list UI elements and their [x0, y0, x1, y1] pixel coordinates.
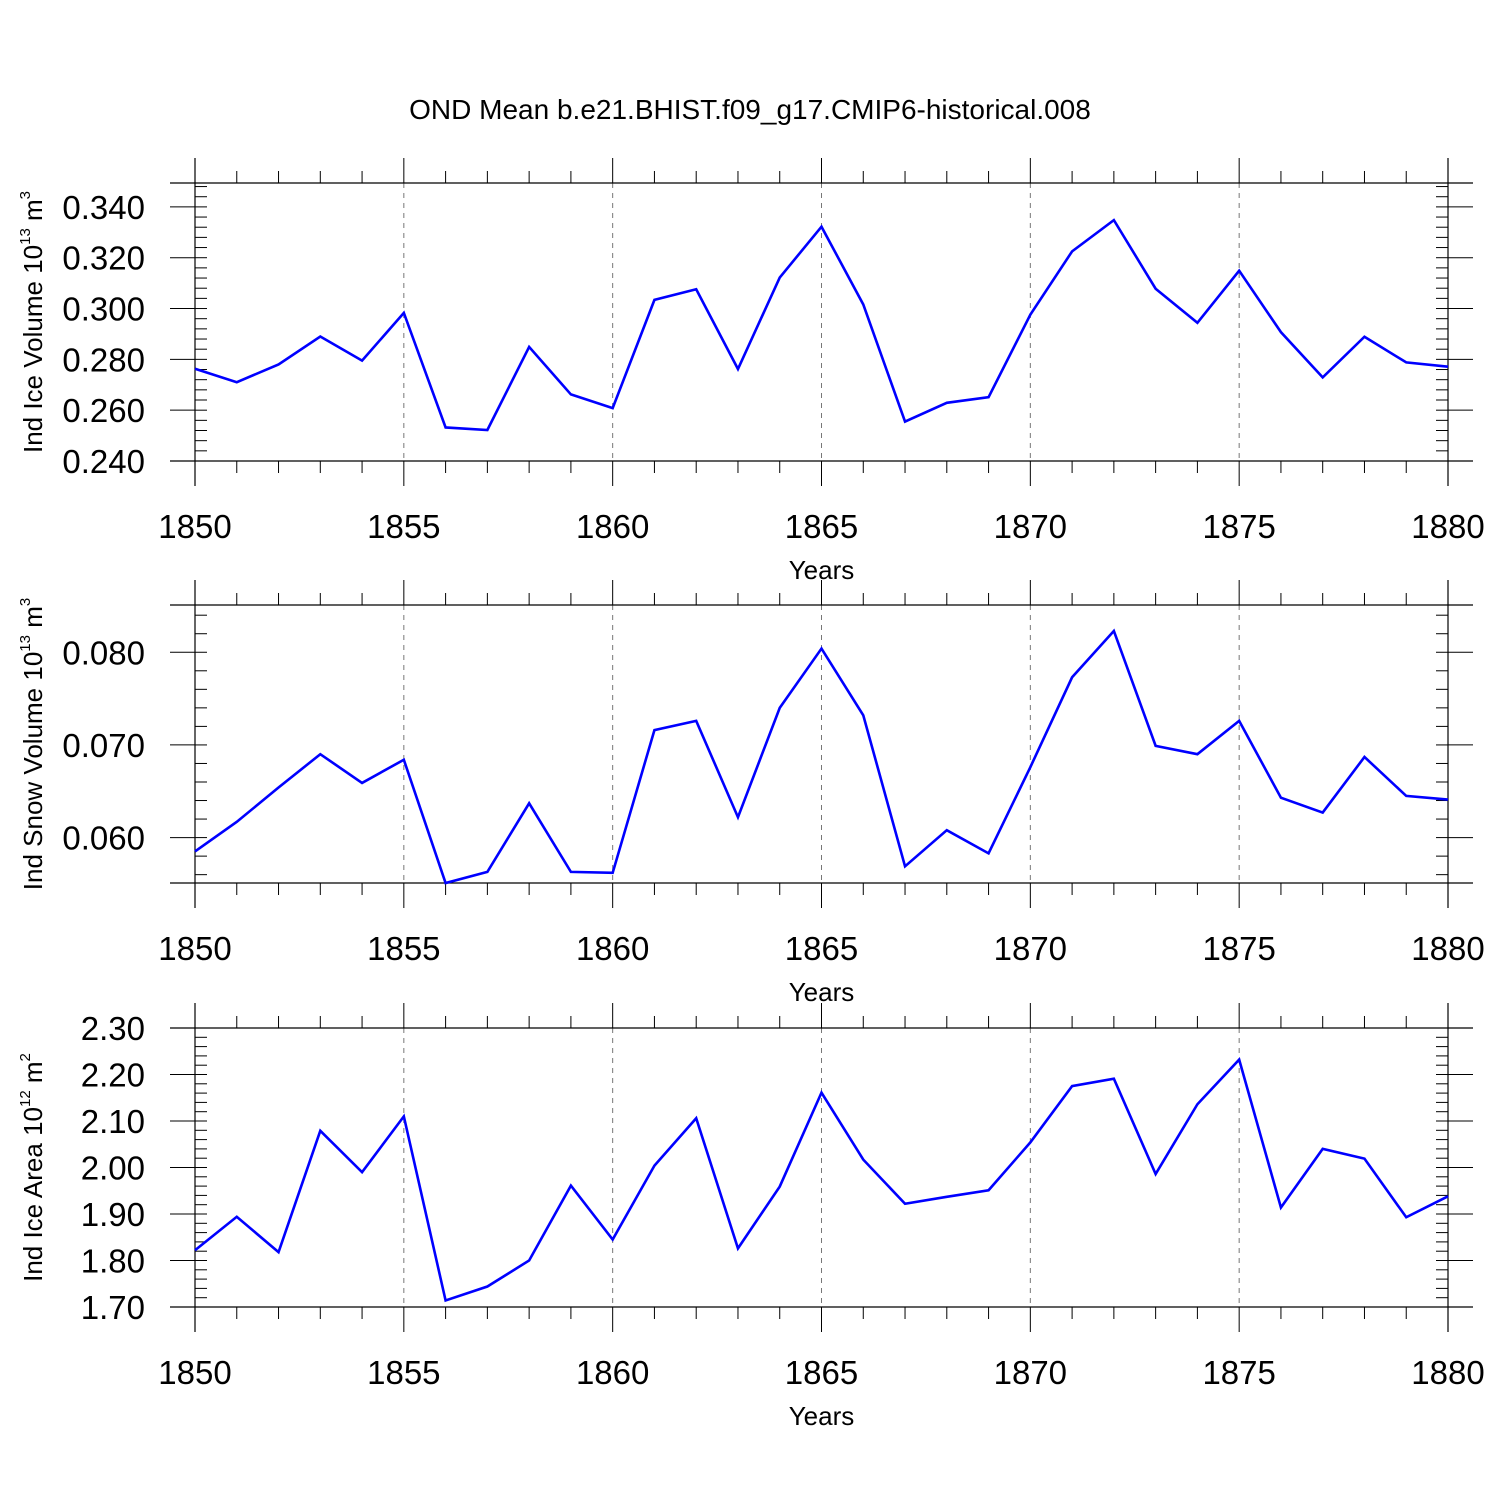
y-tick-label: 0.070 — [62, 727, 145, 764]
x-tick-label: 1875 — [1202, 1354, 1275, 1391]
x-tick-label: 1865 — [785, 930, 858, 967]
y-tick-label: 0.240 — [62, 443, 145, 480]
y-axis-label-part: m — [18, 199, 48, 228]
y-axis-label: Ind Ice Volume 1013 m3 — [17, 191, 48, 453]
x-tick-label: 1865 — [785, 508, 858, 545]
y-tick-label: 0.280 — [62, 341, 145, 378]
y-axis-label: Ind Snow Volume 1013 m3 — [17, 598, 48, 890]
y-axis-label-part: Ind Ice Area 10 — [18, 1107, 48, 1282]
panel-ice-area: 1.70 1.80 1.90 2.00 2.10 2.20 2.30 1850 1855 1860… — [17, 1003, 1485, 1431]
y-tick-label: 0.060 — [62, 820, 145, 857]
y-tick-label: 1.70 — [81, 1289, 145, 1326]
y-axis-label-part: 13 — [17, 228, 34, 245]
y-tick-label: 2.00 — [81, 1150, 145, 1187]
y-tick-label: 0.340 — [62, 189, 145, 226]
y-axis-label-part: m — [18, 1061, 48, 1090]
y-tick-label: 2.20 — [81, 1057, 145, 1094]
x-tick-label: 1870 — [994, 1354, 1067, 1391]
figure-title: OND Mean b.e21.BHIST.f09_g17.CMIP6-histo… — [409, 94, 1091, 125]
y-axis-label-part: 2 — [17, 1053, 34, 1061]
x-tick-label: 1880 — [1411, 930, 1484, 967]
y-axis-label: Ind Ice Area 1012 m2 — [17, 1053, 48, 1282]
x-tick-label: 1855 — [367, 508, 440, 545]
x-axis-label: Years — [789, 977, 855, 1007]
x-tick-label: 1860 — [576, 930, 649, 967]
x-tick-label: 1880 — [1411, 1354, 1484, 1391]
x-axis-label: Years — [789, 1401, 855, 1431]
x-tick-label: 1865 — [785, 1354, 858, 1391]
x-tick-label: 1870 — [994, 508, 1067, 545]
y-tick-label: 1.90 — [81, 1196, 145, 1233]
y-axis-label-part: 13 — [17, 635, 34, 652]
y-tick-label: 0.320 — [62, 240, 145, 277]
y-axis-label-part: 12 — [17, 1090, 34, 1107]
x-tick-label: 1880 — [1411, 508, 1484, 545]
y-axis-label-part: Ind Snow Volume 10 — [18, 652, 48, 891]
x-tick-label: 1860 — [576, 1354, 649, 1391]
x-tick-label: 1850 — [158, 508, 231, 545]
y-tick-label: 1.80 — [81, 1243, 145, 1280]
panel-snow-volume: 0.060 0.070 0.080 1850 1855 1860 1865 1870 1875 1… — [17, 580, 1485, 1007]
y-tick-label: 0.080 — [62, 634, 145, 671]
y-axis-label-part: Ind Ice Volume 10 — [18, 245, 48, 453]
x-tick-label: 1875 — [1202, 508, 1275, 545]
x-tick-label: 1850 — [158, 930, 231, 967]
x-tick-label: 1870 — [994, 930, 1067, 967]
panel-ice-volume: 0.240 0.260 0.280 0.300 0.320 0.340 1850 1855 18… — [17, 158, 1485, 585]
y-axis-label-part: 3 — [17, 191, 34, 199]
y-tick-label: 2.10 — [81, 1103, 145, 1140]
y-tick-label: 2.30 — [81, 1010, 145, 1047]
y-tick-label: 0.260 — [62, 392, 145, 429]
y-axis-label-part: m — [18, 606, 48, 635]
x-tick-label: 1860 — [576, 508, 649, 545]
x-tick-label: 1875 — [1202, 930, 1275, 967]
x-tick-label: 1850 — [158, 1354, 231, 1391]
x-tick-label: 1855 — [367, 1354, 440, 1391]
x-tick-label: 1855 — [367, 930, 440, 967]
y-tick-label: 0.300 — [62, 291, 145, 328]
y-axis-label-part: 3 — [17, 598, 34, 606]
